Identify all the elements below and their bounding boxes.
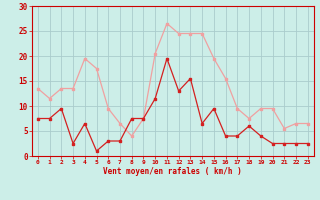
X-axis label: Vent moyen/en rafales ( km/h ): Vent moyen/en rafales ( km/h ) — [103, 167, 242, 176]
